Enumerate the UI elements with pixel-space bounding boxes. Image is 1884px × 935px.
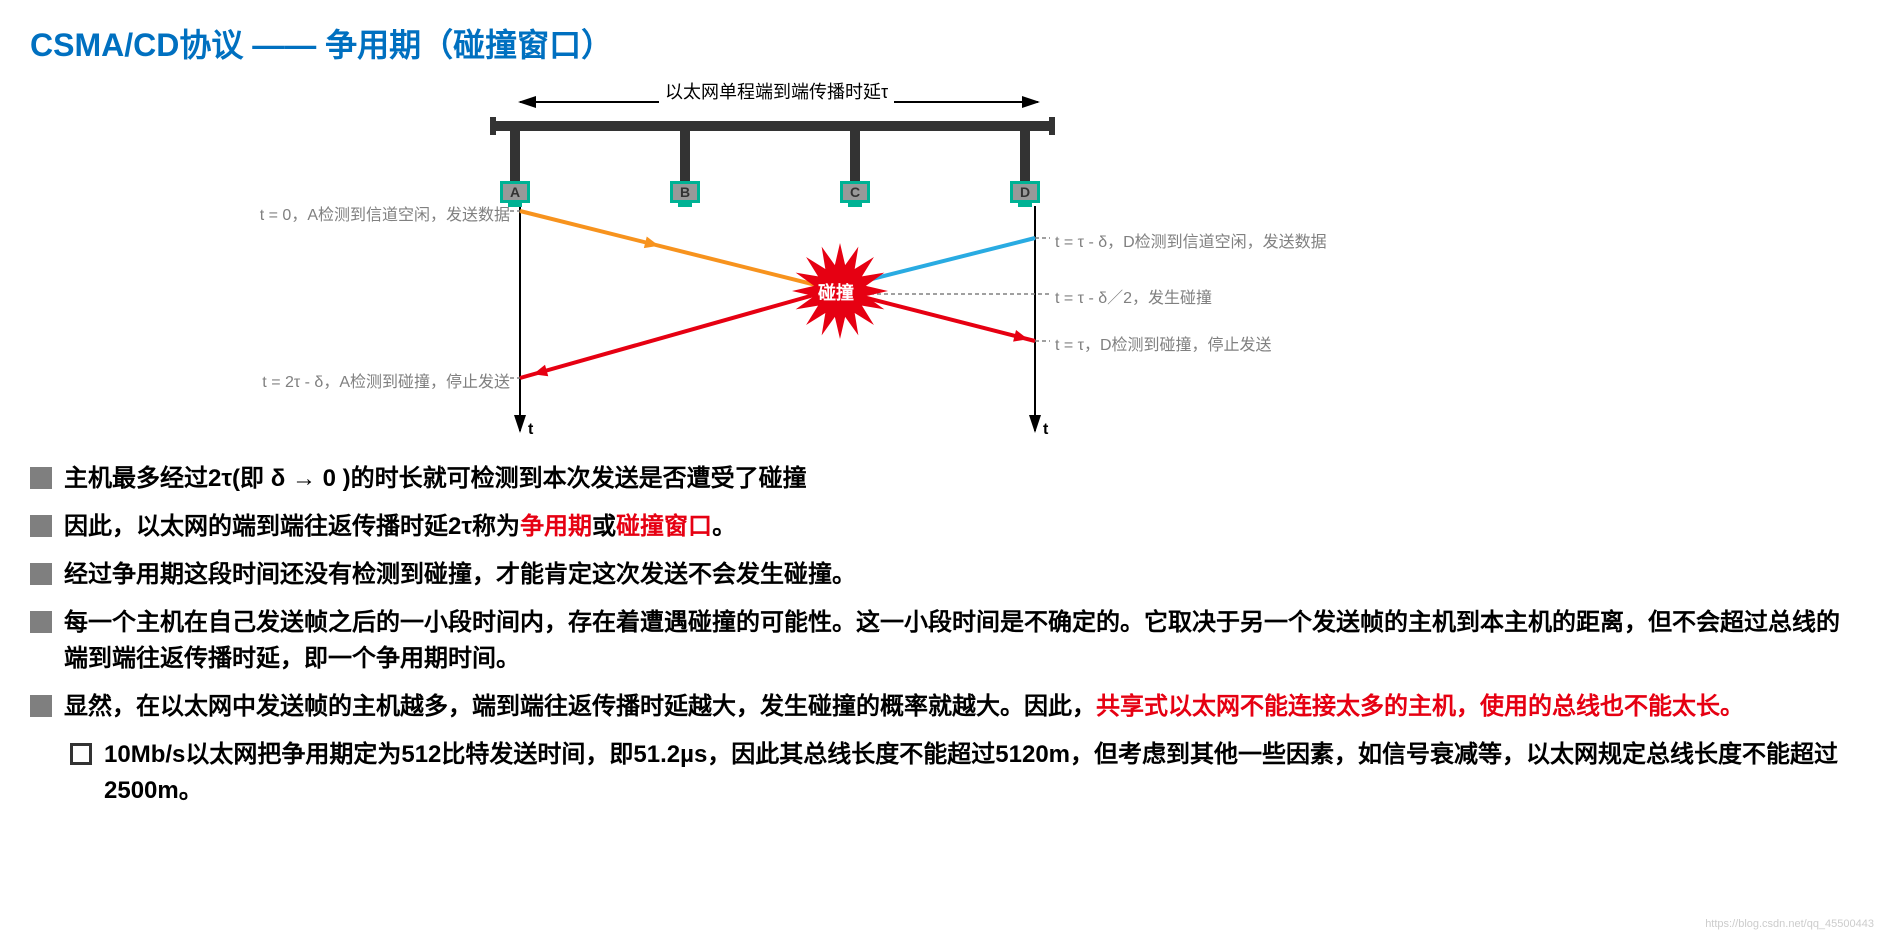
time-axis-label: t bbox=[528, 421, 533, 439]
host-d: D bbox=[1010, 181, 1040, 203]
bullet-text: 因此，以太网的端到端往返传播时延2τ称为争用期或碰撞窗口。 bbox=[64, 509, 1854, 545]
event-label-right: t = τ - δ，D检测到信道空闲，发送数据 bbox=[1055, 228, 1327, 252]
bullet-text: 主机最多经过2τ(即 δ → 0 )的时长就可检测到本次发送是否遭受了碰撞 bbox=[64, 461, 1854, 497]
bullet-square-icon bbox=[30, 695, 52, 717]
event-label-right: t = τ，D检测到碰撞，停止发送 bbox=[1055, 331, 1272, 355]
event-label-left: t = 0，A检测到信道空闲，发送数据 bbox=[260, 201, 510, 225]
bullet-square-icon bbox=[30, 563, 52, 585]
page-title: CSMA/CD协议 —— 争用期（碰撞窗口） bbox=[30, 20, 1854, 66]
host-stand-icon bbox=[1018, 203, 1032, 207]
bullet-row: 因此，以太网的端到端往返传播时延2τ称为争用期或碰撞窗口。 bbox=[30, 509, 1854, 545]
host-a: A bbox=[500, 181, 530, 203]
bullet-square-icon bbox=[30, 611, 52, 633]
event-label-right: t = τ - δ／2，发生碰撞 bbox=[1055, 284, 1212, 308]
watermark: https://blog.csdn.net/qq_45500443 bbox=[1705, 918, 1874, 930]
bullet-text: 经过争用期这段时间还没有检测到碰撞，才能肯定这次发送不会发生碰撞。 bbox=[64, 557, 1854, 593]
host-c: C bbox=[840, 181, 870, 203]
bullet-text: 显然，在以太网中发送帧的主机越多，端到端往返传播时延越大，发生碰撞的概率就越大。… bbox=[64, 689, 1854, 725]
bullet-text: 10Mb/s以太网把争用期定为512比特发送时间，即51.2µs，因此其总线长度… bbox=[104, 737, 1854, 809]
bullet-row: 10Mb/s以太网把争用期定为512比特发送时间，即51.2µs，因此其总线长度… bbox=[30, 737, 1854, 809]
csma-diagram: 以太网单程端到端传播时延τ A B C Dt t t = 0，A检测到信道空闲，发送数据 t … bbox=[180, 76, 1580, 441]
bullet-row: 显然，在以太网中发送帧的主机越多，端到端往返传播时延越大，发生碰撞的概率就越大。… bbox=[30, 689, 1854, 725]
host-b: B bbox=[670, 181, 700, 203]
collision-label: 碰撞 bbox=[818, 279, 854, 305]
bullet-row: 每一个主机在自己发送帧之后的一小段时间内，存在着遭遇碰撞的可能性。这一小段时间是… bbox=[30, 605, 1854, 677]
time-axis-label: t bbox=[1043, 421, 1048, 439]
host-stand-icon bbox=[678, 203, 692, 207]
event-label-left: t = 2τ - δ，A检测到碰撞，停止发送 bbox=[262, 368, 510, 392]
host-stand-icon bbox=[848, 203, 862, 207]
bullet-row: 经过争用期这段时间还没有检测到碰撞，才能肯定这次发送不会发生碰撞。 bbox=[30, 557, 1854, 593]
bullet-list: 主机最多经过2τ(即 δ → 0 )的时长就可检测到本次发送是否遭受了碰撞因此，… bbox=[30, 461, 1854, 809]
bullet-square-icon bbox=[30, 515, 52, 537]
bullet-square-icon bbox=[30, 467, 52, 489]
host-stand-icon bbox=[508, 203, 522, 207]
delay-label: 以太网单程端到端传播时延τ bbox=[659, 78, 894, 104]
bullet-hollow-icon bbox=[70, 743, 92, 765]
bullet-row: 主机最多经过2τ(即 δ → 0 )的时长就可检测到本次发送是否遭受了碰撞 bbox=[30, 461, 1854, 497]
bullet-text: 每一个主机在自己发送帧之后的一小段时间内，存在着遭遇碰撞的可能性。这一小段时间是… bbox=[64, 605, 1854, 677]
